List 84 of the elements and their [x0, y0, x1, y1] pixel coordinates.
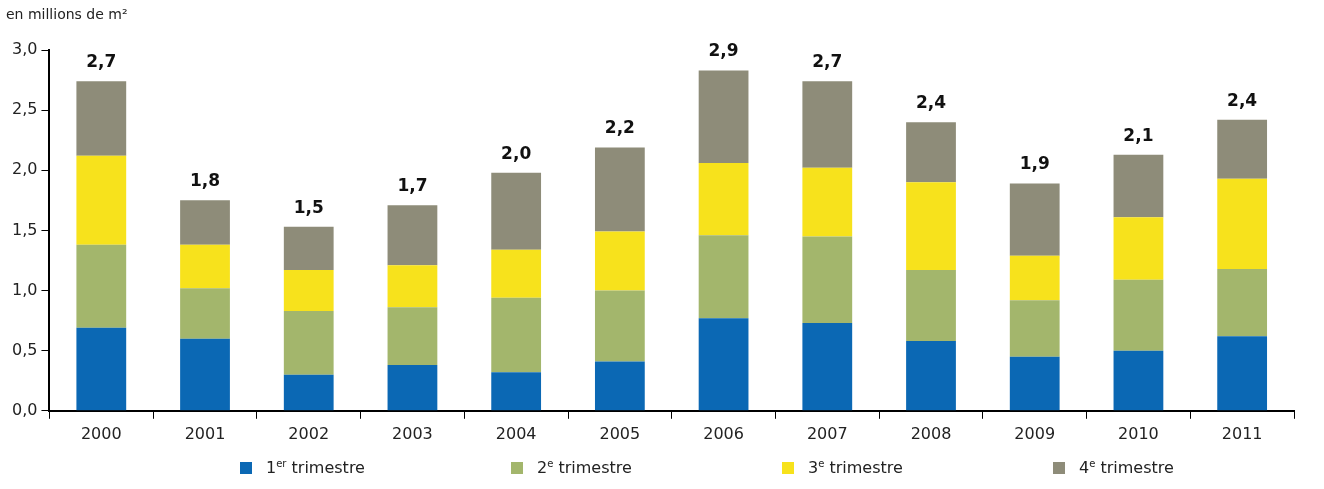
x-tick-label: 2007 [806, 423, 848, 443]
y-tick-label: 2,5 [11, 99, 38, 119]
total-label: 1,9 [1019, 153, 1050, 174]
bar [76, 244, 127, 328]
bar [1009, 356, 1060, 411]
y-tick-label: 2,0 [11, 159, 38, 179]
bar [1217, 119, 1268, 179]
legend-label: 3$^{e}$ trimestre [808, 458, 903, 478]
bar [698, 163, 749, 236]
x-tick-label: 2002 [288, 423, 330, 443]
bar [594, 361, 645, 411]
x-tick-label: 2005 [599, 423, 641, 443]
bar [387, 265, 438, 308]
bar [906, 122, 956, 183]
bar [698, 70, 749, 164]
bar [283, 374, 334, 411]
bar [1217, 268, 1268, 337]
bar [698, 318, 749, 411]
bar [1009, 300, 1060, 357]
bar [802, 167, 853, 237]
bar [76, 327, 127, 411]
x-tick-label: 2009 [1014, 423, 1056, 443]
x-tick-label: 2000 [80, 423, 122, 443]
total-label: 2,9 [708, 40, 739, 61]
x-tick-label: 2001 [184, 423, 226, 443]
y-tick-label: 0,0 [11, 399, 38, 419]
bar [906, 341, 956, 411]
bar [1217, 178, 1268, 269]
bar [491, 297, 542, 373]
x-tick-label: 2006 [703, 423, 744, 443]
bar [802, 81, 853, 168]
bar [387, 365, 438, 411]
bar [594, 147, 645, 232]
bar [180, 288, 230, 339]
bar [1113, 154, 1164, 218]
bar [1113, 350, 1164, 411]
total-label: 2,7 [812, 51, 843, 72]
total-label: 1,7 [397, 175, 428, 196]
legend-label: 1$^{er}$ trimestre [266, 458, 365, 478]
y-tick-label: 1,0 [11, 279, 38, 299]
bar [1113, 217, 1164, 280]
bar [283, 310, 334, 375]
bar [180, 200, 230, 245]
x-tick-label: 2008 [910, 423, 952, 443]
bar [283, 226, 334, 271]
bar [698, 235, 749, 319]
bar [802, 236, 853, 324]
x-tick-label: 2011 [1221, 423, 1263, 443]
legend-label: 4$^{e}$ trimestre [1079, 458, 1174, 478]
bar [1009, 255, 1060, 301]
bar [1113, 279, 1164, 351]
bar [76, 155, 127, 245]
total-label: 2,1 [1123, 124, 1154, 145]
total-label: 2,7 [86, 51, 117, 72]
x-tick-label: 2003 [392, 423, 433, 443]
bar [387, 205, 438, 266]
bar [491, 172, 542, 250]
x-tick-label: 2010 [1118, 423, 1159, 443]
total-label: 2,2 [604, 117, 635, 138]
total-label: 2,0 [501, 142, 532, 163]
y-axis-title: en millions de m² [6, 6, 128, 22]
total-label: 2,4 [1227, 89, 1258, 110]
total-label: 1,5 [293, 196, 324, 217]
total-label: 1,8 [189, 170, 221, 191]
bar [180, 338, 230, 411]
bar [1009, 183, 1060, 256]
bar [594, 231, 645, 291]
x-tick-label: 2004 [495, 423, 537, 443]
bar [491, 249, 542, 298]
legend-label: 2$^{e}$ trimestre [537, 458, 632, 478]
bar [906, 270, 956, 342]
bar [180, 244, 230, 289]
bar [387, 307, 438, 366]
y-tick-label: 1,5 [11, 219, 38, 239]
bar [906, 182, 956, 271]
y-tick-label: 3,0 [11, 39, 38, 59]
bar [76, 81, 127, 156]
bar [1217, 336, 1268, 411]
bar [594, 290, 645, 362]
bar [283, 270, 334, 311]
y-tick-label: 0,5 [11, 339, 38, 359]
total-label: 2,4 [915, 92, 947, 113]
bar [491, 372, 542, 411]
bar [802, 323, 853, 411]
